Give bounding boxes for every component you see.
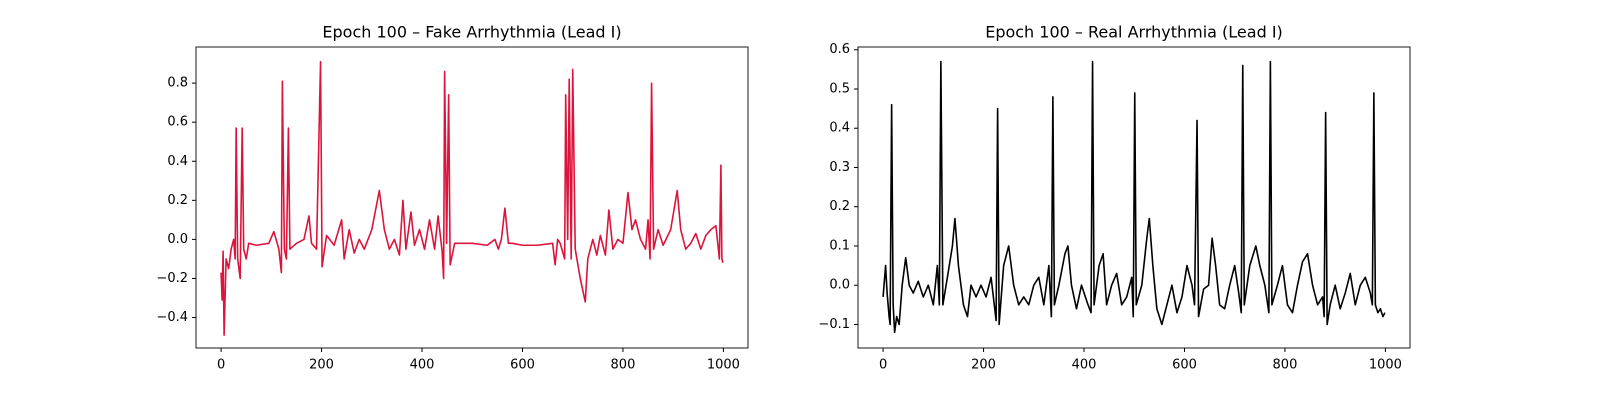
line-series xyxy=(220,60,724,336)
y-tick-label: 0.0 xyxy=(167,232,188,247)
x-tick-label: 400 xyxy=(410,358,435,373)
y-tick-label: −0.2 xyxy=(156,271,188,286)
y-tick-label: 0.2 xyxy=(829,199,850,214)
y-tick-label: −0.4 xyxy=(156,310,188,325)
y-tick-label: 0.4 xyxy=(829,121,850,136)
y-tick-label: 0.4 xyxy=(167,154,188,169)
axes-frame xyxy=(195,46,749,349)
x-tick-label: 200 xyxy=(971,358,996,373)
line-series xyxy=(882,60,1386,334)
y-tick-label: 0.6 xyxy=(167,115,188,130)
y-tick-label: 0.3 xyxy=(829,160,850,175)
x-tick-label: 0 xyxy=(879,358,887,373)
y-tick-label: 0.2 xyxy=(167,193,188,208)
x-tick-label: 200 xyxy=(309,358,334,373)
x-tick-label: 1000 xyxy=(1369,358,1402,373)
x-tick-label: 400 xyxy=(1072,358,1097,373)
y-tick-label: 0.1 xyxy=(829,238,850,253)
y-tick-label: −0.1 xyxy=(818,317,850,332)
chart-title: Epoch 100 – Fake Arrhythmia (Lead I) xyxy=(322,23,621,42)
y-tick-label: 0.8 xyxy=(167,76,188,91)
x-tick-label: 0 xyxy=(217,358,225,373)
x-tick-label: 800 xyxy=(1273,358,1298,373)
x-tick-label: 600 xyxy=(1172,358,1197,373)
chart-title: Epoch 100 – Real Arrhythmia (Lead I) xyxy=(985,23,1283,42)
y-tick-label: 0.0 xyxy=(829,278,850,293)
y-tick-label: 0.5 xyxy=(829,81,850,96)
x-tick-label: 800 xyxy=(611,358,636,373)
x-tick-label: 600 xyxy=(510,358,535,373)
y-tick-label: 0.6 xyxy=(829,42,850,57)
x-tick-label: 1000 xyxy=(707,358,740,373)
axes-frame xyxy=(857,46,1411,349)
